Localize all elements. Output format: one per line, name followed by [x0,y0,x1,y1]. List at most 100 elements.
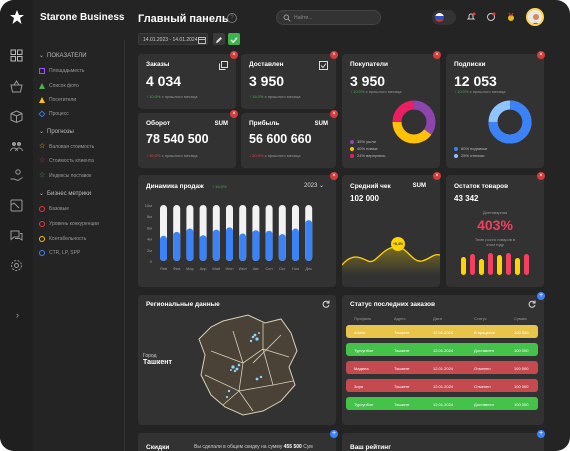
bar[interactable] [278,234,286,261]
alert-icon[interactable] [486,12,496,22]
nav-item-accounting[interactable]: Контабельность [39,236,86,242]
icon-rail [0,0,33,451]
bell-icon[interactable] [466,12,476,22]
copy-icon[interactable] [219,61,228,70]
hand-coin-icon[interactable] [9,168,24,183]
x-tick-label: Янв [160,266,167,271]
refresh-icon[interactable] [528,300,536,308]
circle-icon [39,250,45,256]
close-icon[interactable]: × [537,172,545,180]
table-row[interactable]: Admin Ташкент 12.01.2024 В процессе 100 000 [346,325,538,338]
orders-title: Статус последних заказов [350,301,436,308]
square-icon [39,68,45,74]
bar[interactable] [265,230,273,261]
nav-item-photos[interactable]: Список фото [39,83,79,89]
subs-value: 12 053 [454,73,497,89]
collapse-sidebar-icon[interactable]: › [16,310,19,320]
chat-icon[interactable] [9,228,24,243]
nav-section-indicators[interactable]: ⌄ ПОКАЗАТЕЛИ [39,52,87,60]
y-tick-label: 4м [147,237,152,242]
nav-item-process[interactable]: Процесс [38,110,69,118]
add-icon[interactable]: + [330,430,338,438]
kpi-delivered-card: Доставлен 3 950 ↑ 15.0% с прошлого месяц… [241,54,336,109]
star-icon: ☆ [39,157,46,164]
table-row[interactable]: Мадина Ташкент 12.01.2024 Отменен 100 000 [346,361,538,374]
close-icon[interactable]: × [433,51,441,59]
language-selector[interactable] [432,10,456,25]
nav-section-forecasts[interactable]: ⌄ Прогнозы [39,128,74,136]
refresh-icon[interactable] [322,300,330,308]
kpi-label: Прибыль [249,120,280,127]
users-icon[interactable] [9,139,24,154]
currency-label: SUM [214,121,228,127]
confirm-button[interactable] [228,33,240,45]
x-tick-label: Окт [279,266,286,271]
bar[interactable] [160,235,167,261]
kpi-value: 78 540 500 [146,132,209,146]
circle-icon [39,236,45,242]
bar[interactable] [305,220,313,261]
nav-item-area[interactable]: Площадьместь [39,68,84,74]
help-icon[interactable]: ? [227,13,237,23]
bar[interactable] [212,229,220,261]
bar[interactable] [292,228,299,261]
gallery-icon[interactable] [9,198,24,213]
nav-item-visitors[interactable]: Посетители [39,97,76,103]
close-icon[interactable]: × [537,51,545,59]
star-icon: ☆ [39,143,46,150]
kpi-label: Доставлен [249,61,284,68]
bar[interactable] [252,230,260,261]
buyers-delta: ↑ 10.0% с прошлого месяца [350,89,402,94]
close-icon[interactable]: × [433,172,441,180]
kpi-delta: ↑ 10.0% с прошлого месяца [146,94,198,99]
table-cell-sum: 100 000 [514,383,529,389]
subs-label: Подписки [454,61,486,68]
close-icon[interactable]: × [330,110,338,118]
table-cell-address: Ташкент [394,383,410,389]
discounts-text: Вы сделали в общем скидку на сумму 455 5… [194,444,313,450]
close-icon[interactable]: × [330,172,338,180]
table-row[interactable]: Турсунбое Ташкент 12.01.2024 Доставлен 100 0… [346,343,538,356]
stock-label: Остаток товаров [454,183,509,190]
avatar[interactable] [526,8,544,26]
bar[interactable] [186,228,194,261]
edit-button[interactable] [213,33,225,45]
settings-icon[interactable] [9,258,24,273]
add-icon[interactable]: + [537,292,545,300]
bar[interactable] [239,233,247,261]
table-cell-status: Отменен [474,365,491,371]
bar[interactable] [199,235,207,261]
checkbox-icon[interactable] [319,61,328,70]
nav-item-ctr[interactable]: CTR, LP, SPP [39,250,80,256]
close-icon[interactable]: × [330,51,338,59]
nav-section-business-metrics[interactable]: ⌄ Бизнес метрики [39,190,92,198]
kpi-delta: ↓ 10.0% с прошлого месяца [146,153,198,158]
table-row[interactable]: Турсунбое Ташкент 12.01.2024 Доставлен 100 0… [346,397,538,410]
add-icon[interactable]: + [537,430,545,438]
dashboard-icon[interactable] [9,48,24,63]
table-cell-address: Ташкент [394,401,410,407]
nav-item-basic[interactable]: Базовые [39,206,69,212]
chevron-down-icon: ⌄ [39,129,45,135]
bar[interactable] [173,231,181,261]
nav-item-supply-index[interactable]: ☆ Индексы поставок [39,172,92,179]
orders-table-header: Профиль Адрес Дата Статус Сумма [354,316,527,321]
nav-item-client-value[interactable]: ☆ Стоимость клиента [39,157,94,164]
table-cell-sum: 100 000 [514,347,529,353]
table-cell-profile: Зоря [354,383,363,389]
date-range-picker[interactable]: 14.01.2023 - 14.01.2024 [138,33,208,45]
close-icon[interactable]: × [230,51,238,59]
table-cell-date: 12.01.2024 [433,347,454,353]
basket-icon[interactable] [9,79,24,94]
search-input[interactable]: Найти... [276,10,381,25]
tashkent-map[interactable] [193,311,303,421]
nav-item-competition[interactable]: Уровень конкуренции [39,221,99,227]
nav-item-gross-value[interactable]: ☆ Валовая стоимость [39,143,95,150]
calendar-icon[interactable] [196,33,208,45]
bar[interactable] [226,227,233,261]
year-select[interactable]: 2023 ⌄ [304,183,325,189]
table-row[interactable]: Зоря Ташкент 12.01.2024 Отменен 100 000 [346,379,538,392]
medal-icon[interactable] [506,12,516,22]
close-icon[interactable]: × [230,110,238,118]
box-icon[interactable] [9,109,24,124]
